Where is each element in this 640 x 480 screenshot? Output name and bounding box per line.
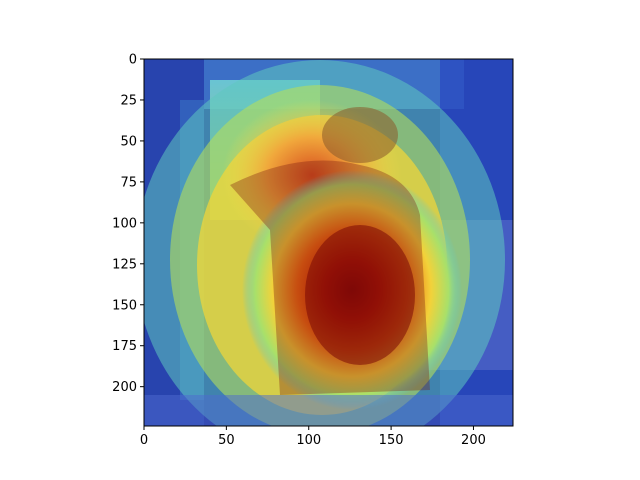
x-tick-label: 150 — [379, 433, 404, 448]
heatmap-image — [144, 59, 513, 426]
x-tick-label: 50 — [218, 433, 235, 448]
y-tick-label: 125 — [112, 257, 137, 272]
y-tick-label: 200 — [112, 380, 137, 395]
plot-frame — [143, 58, 514, 427]
plot-area — [143, 58, 514, 427]
y-axis: 0 25 50 75 100 125 150 175 200 — [112, 53, 144, 395]
y-tick-label: 100 — [112, 216, 137, 231]
y-tick-label: 25 — [120, 93, 137, 108]
x-tick-label: 100 — [296, 433, 321, 448]
y-tick-label: 175 — [112, 339, 137, 354]
x-axis: 0 50 100 150 200 — [140, 426, 486, 448]
y-tick-label: 0 — [129, 53, 137, 68]
x-tick-label: 0 — [140, 433, 148, 448]
x-tick-label: 200 — [461, 433, 486, 448]
y-tick-label: 150 — [112, 298, 137, 313]
y-tick-label: 50 — [120, 134, 137, 149]
y-tick-label: 75 — [120, 175, 137, 190]
